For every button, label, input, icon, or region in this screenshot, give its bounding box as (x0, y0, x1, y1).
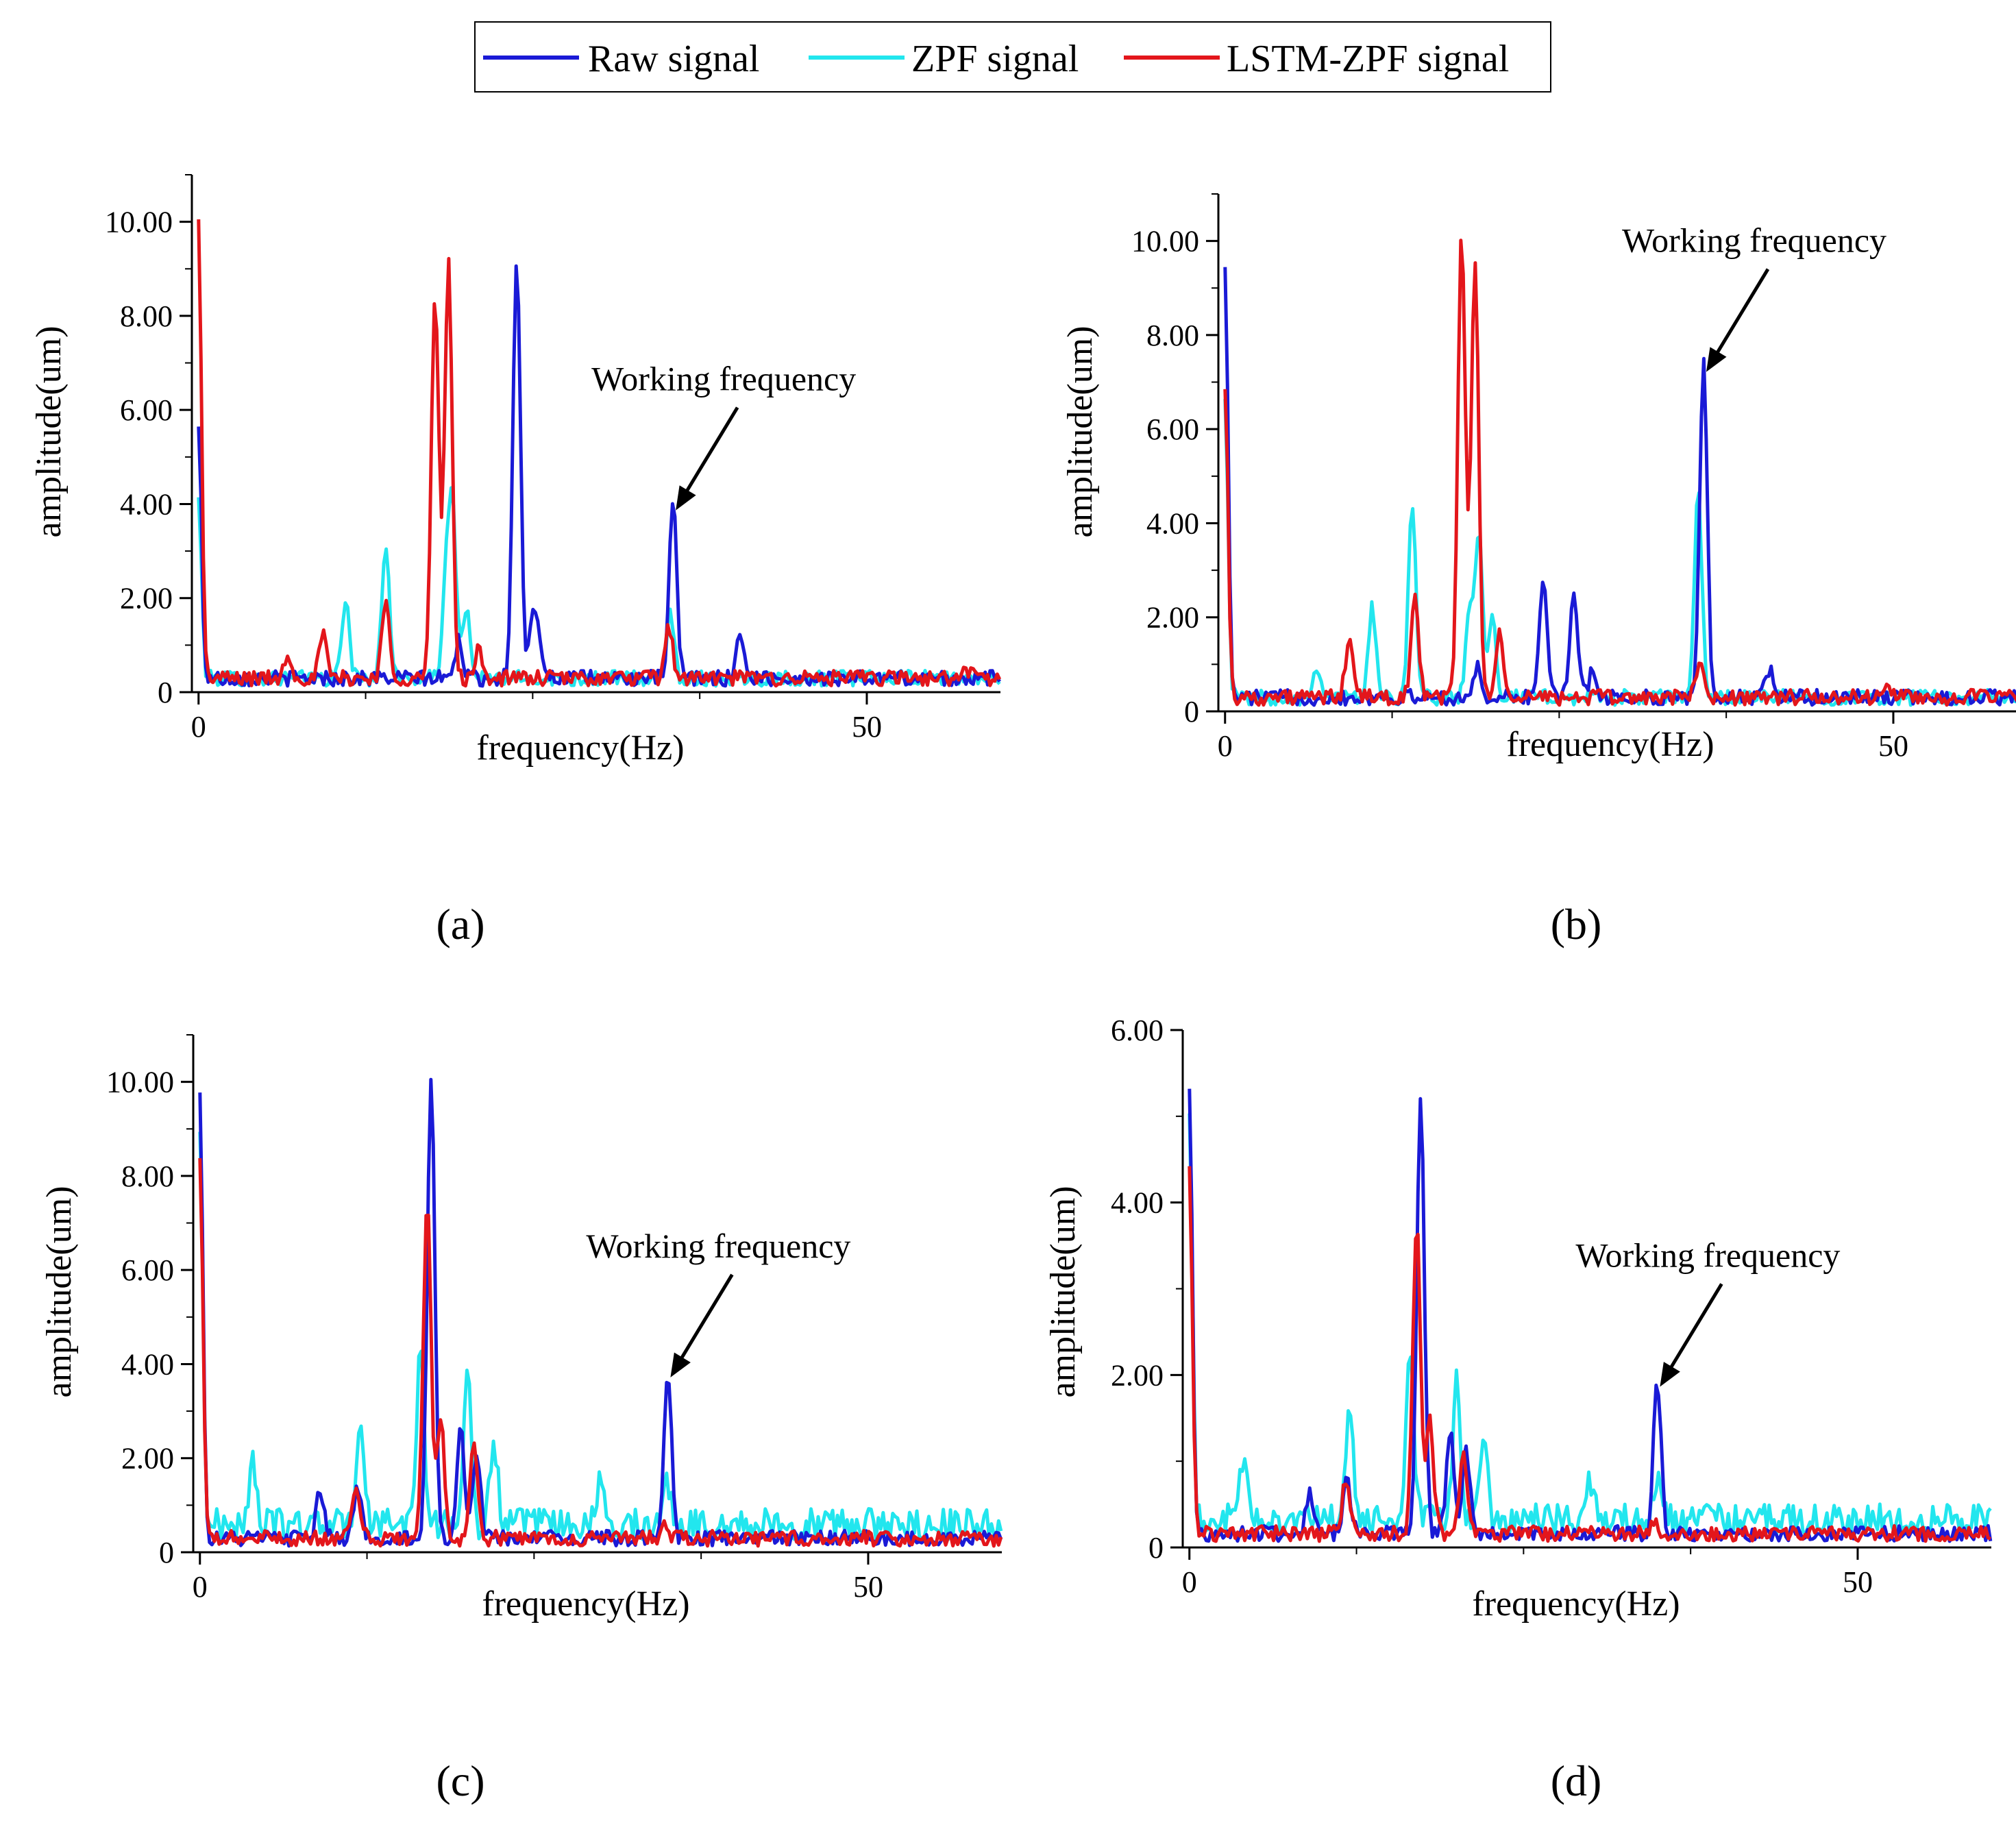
x-tick-label: 50 (1878, 729, 1908, 763)
annotation-arrow (1665, 1283, 1723, 1375)
x-tick-label: 0 (193, 1570, 208, 1604)
series-line-lstm-zpf-signal (197, 219, 1002, 688)
y-tick-label: 2.00 (1111, 1358, 1164, 1392)
y-tick-label: 0 (1148, 1531, 1164, 1565)
x-axis-label-d: frequency(Hz) (1472, 1584, 1680, 1624)
annotation-working-frequency: Working frequency (1575, 1236, 1840, 1275)
x-axis-label-a: frequency(Hz) (476, 728, 684, 768)
y-tick-label: 4.00 (1146, 506, 1199, 540)
legend: Raw signal ZPF signal LSTM-ZPF signal (474, 21, 1551, 93)
x-tick-label: 50 (1843, 1565, 1873, 1599)
plot-area-b: 0 2.00 4.00 6.00 8.00 10.00 0 50 Working frequen… (1131, 193, 2016, 763)
series-line-zpf-signal (1188, 1113, 1992, 1537)
y-axis-label-a: amplitude(um) (29, 326, 69, 537)
series-line-lstm-zpf-signal (1188, 1166, 1991, 1543)
plot-area-d: 0 2.00 4.00 6.00 0 50 Working frequency (1111, 1014, 1993, 1599)
y-axis-label-c: amplitude(um) (40, 1186, 79, 1397)
series-line-raw-signal (197, 264, 1001, 688)
x-tick-label: 50 (852, 710, 882, 744)
panel-label-b: (b) (1551, 900, 1602, 948)
plot-area-c: 0 2.00 4.00 6.00 8.00 10.00 0 50 Working frequen… (106, 1034, 1003, 1604)
y-tick-label: 2.00 (121, 1442, 174, 1475)
y-tick-label: 4.00 (121, 1347, 174, 1381)
y-axis-label-d: amplitude(um) (1044, 1186, 1083, 1397)
y-tick-label: 10.00 (1131, 225, 1199, 258)
annotation-working-frequency: Working frequency (591, 360, 856, 398)
annotation-arrowhead (676, 485, 696, 511)
plot-area-a: 0 2.00 4.00 6.00 8.00 10.00 0 50 Working frequen… (105, 174, 1002, 744)
y-tick-label: 0 (159, 1536, 174, 1569)
y-tick-label: 2.00 (120, 582, 173, 615)
annotation-arrowhead (1706, 347, 1727, 372)
y-tick-label: 8.00 (121, 1160, 174, 1193)
annotation-working-frequency: Working frequency (586, 1227, 850, 1265)
y-tick-label: 6.00 (1111, 1014, 1164, 1047)
y-tick-label: 2.00 (1146, 601, 1199, 635)
legend-label-zpf: ZPF signal (911, 38, 1079, 80)
y-tick-label: 10.00 (105, 206, 173, 239)
annotation-arrowhead (1660, 1362, 1680, 1387)
chart-panel-d: 0 2.00 4.00 6.00 0 50 Working frequency amplit… (1044, 1014, 1993, 1805)
x-tick-label: 50 (853, 1570, 883, 1604)
chart-panel-c: 0 2.00 4.00 6.00 8.00 10.00 0 50 Working frequen… (40, 1034, 1003, 1805)
y-tick-label: 4.00 (120, 487, 173, 521)
annotation-working-frequency: Working frequency (1622, 221, 1886, 260)
series-line-raw-signal (1223, 267, 2016, 707)
y-tick-label: 10.00 (106, 1066, 174, 1099)
y-tick-label: 6.00 (120, 393, 173, 427)
legend-box (474, 21, 1551, 93)
annotation-arrow (1711, 268, 1770, 360)
x-axis-label-b: frequency(Hz) (1506, 725, 1714, 764)
legend-label-raw: Raw signal (588, 38, 759, 80)
panel-label-d: (d) (1551, 1756, 1602, 1805)
y-tick-label: 8.00 (1146, 319, 1199, 352)
series-line-zpf-signal (198, 1131, 1003, 1542)
y-axis-label-b: amplitude(um) (1061, 326, 1100, 537)
y-tick-label: 0 (1184, 695, 1199, 728)
x-tick-label: 0 (1182, 1565, 1197, 1599)
chart-panel-b: 0 2.00 4.00 6.00 8.00 10.00 0 50 Working frequen… (1061, 193, 2016, 948)
y-tick-label: 0 (158, 676, 173, 709)
series-line-zpf-signal (1223, 399, 2016, 707)
y-tick-label: 6.00 (121, 1253, 174, 1287)
x-axis-label-c: frequency(Hz) (482, 1584, 689, 1624)
series-line-lstm-zpf-signal (1223, 238, 2016, 707)
panel-label-c: (c) (436, 1756, 484, 1805)
x-tick-label: 0 (191, 710, 206, 744)
annotation-arrow (681, 406, 739, 499)
y-tick-label: 4.00 (1111, 1186, 1164, 1220)
chart-panel-a: 0 2.00 4.00 6.00 8.00 10.00 0 50 Working frequen… (29, 174, 1002, 948)
x-tick-label: 0 (1218, 729, 1233, 763)
legend-label-lstm: LSTM-ZPF signal (1227, 38, 1509, 80)
y-tick-label: 8.00 (120, 299, 173, 333)
series-line-lstm-zpf-signal (198, 1158, 1003, 1548)
annotation-arrow (676, 1273, 734, 1367)
panel-label-a: (a) (436, 900, 484, 948)
annotation-arrowhead (670, 1352, 691, 1377)
y-tick-label: 6.00 (1146, 413, 1199, 446)
